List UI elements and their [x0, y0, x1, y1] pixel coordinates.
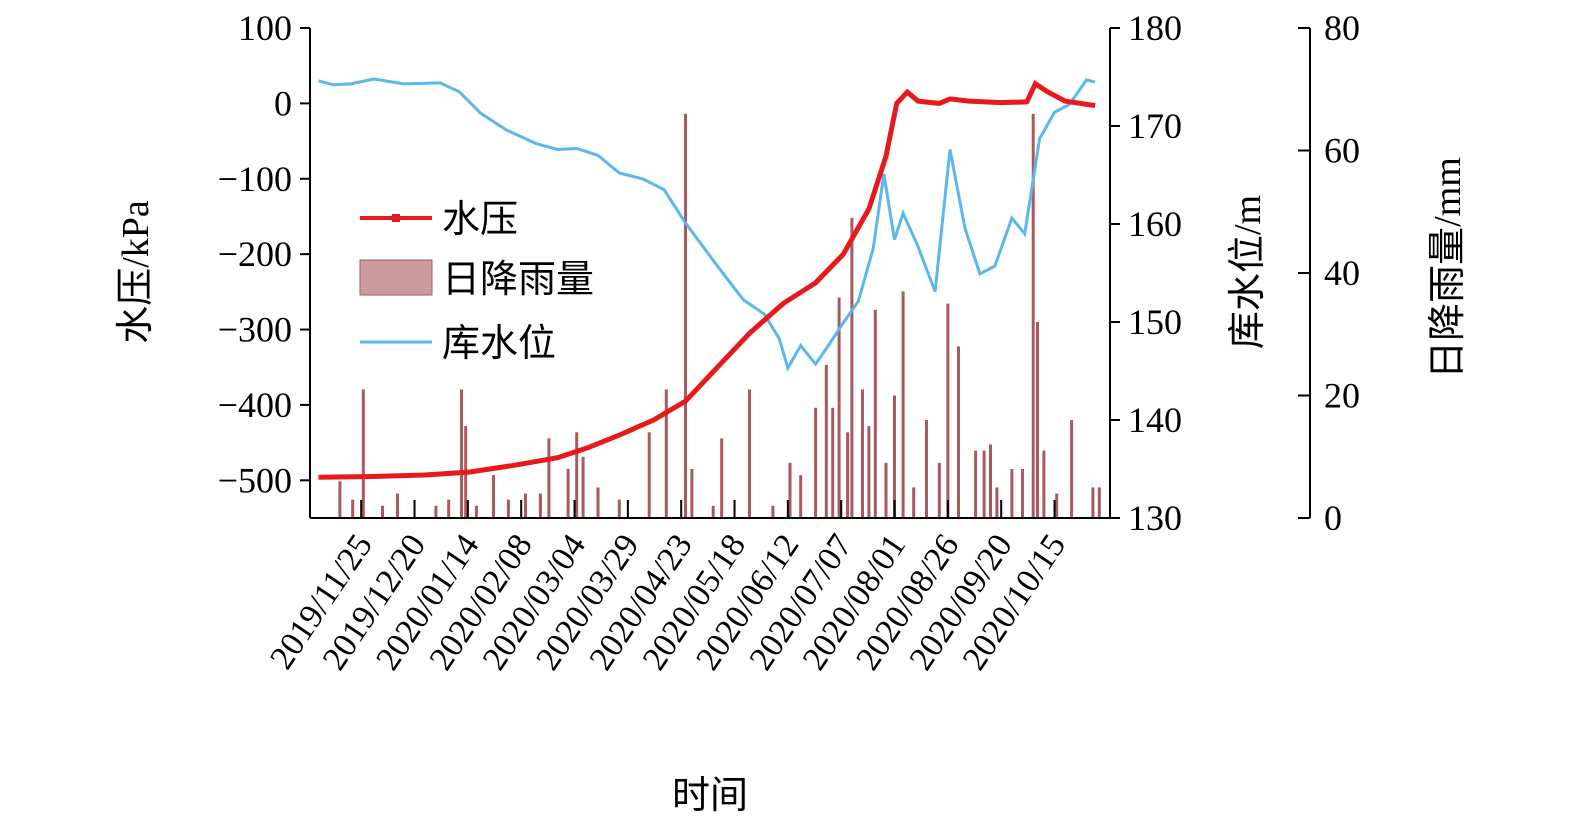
rainfall-bar [925, 420, 928, 518]
left-tick-label: −300 [218, 310, 292, 350]
rainfall-bar [748, 389, 751, 518]
rainfall-bars [338, 113, 1101, 519]
rainfall-bar [711, 505, 715, 519]
right-tick-label: 150 [1128, 302, 1182, 342]
rainfall-bar [684, 113, 687, 519]
rainfall-bar [1031, 113, 1035, 519]
rainfall-bar [596, 487, 600, 518]
right-axis-ticks: 180 170 160 150 140 130 [1110, 8, 1182, 538]
rainfall-bar [771, 505, 775, 519]
rainfall-bar [617, 499, 621, 518]
rainfall-tick-label: 0 [1324, 498, 1342, 538]
rainfall-bar [901, 291, 905, 518]
rainfall-tick-label: 80 [1324, 8, 1360, 48]
rainfall-bar [989, 444, 992, 518]
plot-area [318, 77, 1101, 519]
rainfall-bar [995, 487, 999, 518]
rainfall-bar [937, 462, 941, 518]
rainfall-bar [974, 450, 978, 518]
rainfall-bar [506, 499, 510, 518]
left-tick-label: −500 [218, 460, 292, 500]
rainfall-bar [538, 493, 542, 518]
left-tick-label: −100 [218, 159, 292, 199]
rainfall-axis-title: 日降雨量/mm [1427, 157, 1469, 379]
rainfall-bar [814, 407, 818, 519]
right-axis-title: 库水位/m [1227, 195, 1269, 349]
legend-swatch-rainfall [359, 259, 433, 296]
rainfall-bar [982, 450, 986, 518]
rainfall-bar [831, 407, 835, 519]
rainfall-axis-ticks: 80 60 40 20 0 [1298, 8, 1360, 538]
rainfall-bar [361, 389, 365, 518]
x-axis-ticks: 2019/11/252019/12/202020/01/142020/02/08… [263, 500, 1073, 677]
rainfall-bar [566, 469, 570, 518]
rainfall-bar [351, 499, 355, 518]
rainfall-bar [524, 493, 527, 518]
rainfall-bar [867, 426, 871, 518]
rainfall-bar [381, 505, 384, 519]
rainfall-bar [1070, 420, 1074, 518]
rainfall-bar [547, 438, 551, 518]
rainfall-tick-label: 60 [1324, 131, 1360, 171]
rainfall-bar [1042, 450, 1046, 518]
legend-marker-water-pressure [392, 214, 400, 222]
rainfall-bar [460, 389, 463, 518]
rainfall-bar [957, 346, 960, 518]
legend-label-reservoir-level: 库水位 [442, 323, 556, 365]
left-tick-label: 100 [238, 8, 292, 48]
rainfall-bar [447, 499, 451, 518]
rainfall-bar [824, 364, 828, 518]
right-tick-label: 180 [1128, 8, 1182, 48]
rainfall-bar [1097, 487, 1101, 518]
rainfall-bar [837, 297, 841, 518]
rainfall-bar [1055, 493, 1059, 518]
rainfall-bar [799, 475, 803, 518]
left-tick-label: −400 [218, 385, 292, 425]
legend-item-rainfall: 日降雨量 [359, 259, 594, 301]
legend-label-rainfall: 日降雨量 [442, 259, 594, 301]
rainfall-bar [581, 456, 585, 519]
rainfall-bar [850, 217, 854, 518]
rainfall-bar [1021, 469, 1024, 518]
legend-item-reservoir-level: 库水位 [360, 323, 556, 365]
rainfall-bar [1010, 469, 1014, 518]
rainfall-bar [846, 432, 850, 519]
rainfall-bar [946, 303, 950, 518]
rainfall-tick-label: 40 [1324, 253, 1360, 293]
rainfall-bar [690, 469, 694, 518]
rainfall-bar [893, 395, 896, 518]
legend-item-water-pressure: 水压 [360, 199, 518, 241]
right-tick-label: 170 [1128, 106, 1182, 146]
rainfall-bar [492, 475, 495, 518]
rainfall-bar [720, 438, 724, 518]
x-axis-title: 时间 [672, 775, 748, 817]
right-tick-label: 130 [1128, 498, 1182, 538]
rainfall-bar [912, 487, 916, 518]
rainfall-bar [1091, 487, 1095, 518]
rainfall-bar [434, 505, 438, 519]
rainfall-tick-label: 20 [1324, 376, 1360, 416]
right-tick-label: 160 [1128, 204, 1182, 244]
rainfall-bar [647, 432, 651, 519]
rainfall-bar [338, 481, 342, 519]
right-tick-label: 140 [1128, 400, 1182, 440]
rainfall-bar [1036, 322, 1039, 518]
water-pressure-line [318, 80, 1096, 480]
left-axis-title: 水压/kPa [115, 200, 157, 344]
legend-label-water-pressure: 水压 [442, 199, 518, 241]
left-tick-label: 0 [274, 83, 292, 123]
rainfall-bar [474, 505, 478, 519]
rainfall-bar [788, 462, 792, 518]
reservoir-level-line [318, 77, 1096, 372]
left-tick-label: −200 [218, 234, 292, 274]
rainfall-bar [884, 462, 888, 518]
left-axis-ticks: 100 0 −100 −200 −300 −400 −500 [218, 8, 310, 500]
rainfall-bar [575, 432, 579, 519]
rainfall-bar [664, 389, 668, 518]
rainfall-bar [396, 493, 399, 518]
rainfall-bar [873, 309, 877, 519]
rainfall-bar [861, 389, 864, 518]
legend: 水压 日降雨量 库水位 [359, 199, 594, 365]
